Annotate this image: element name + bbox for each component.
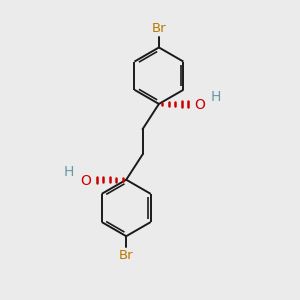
Text: H: H [211,89,221,103]
Text: O: O [194,98,205,112]
Text: H: H [64,165,74,179]
Text: Br: Br [119,249,134,262]
Text: O: O [80,174,91,188]
Text: Br: Br [152,22,166,35]
